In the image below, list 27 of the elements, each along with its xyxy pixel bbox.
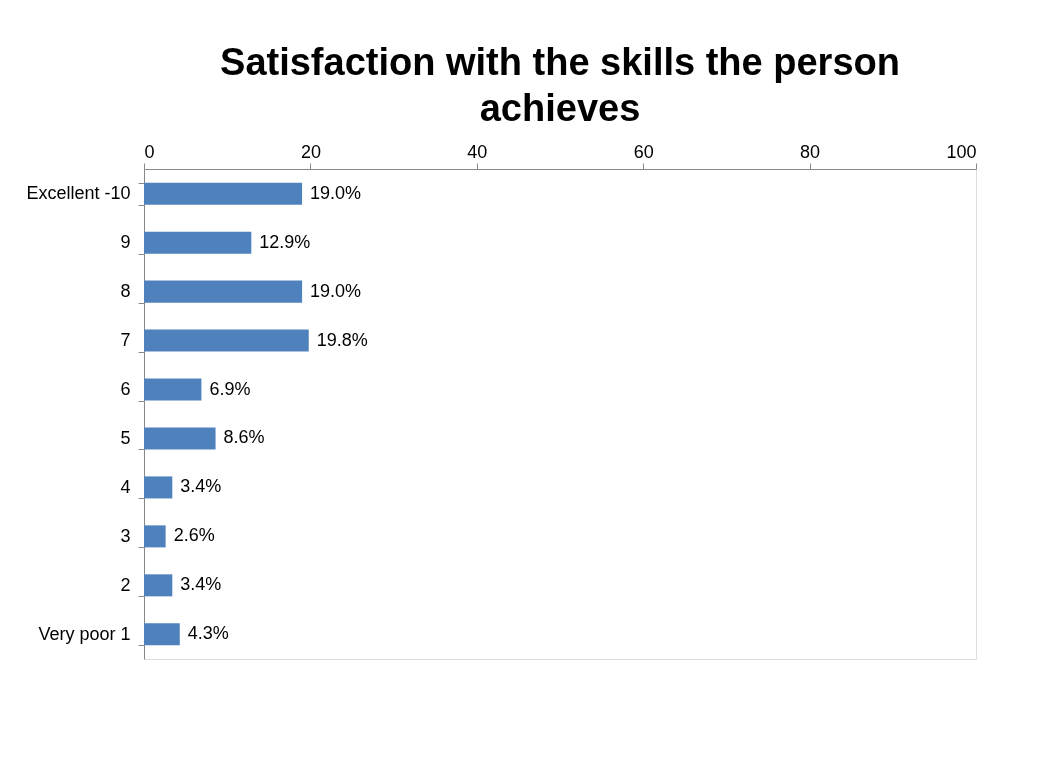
data-label: 6.9% bbox=[209, 378, 251, 399]
x-tick-label: 20 bbox=[300, 141, 321, 162]
y-tick-label: 5 bbox=[120, 427, 131, 448]
y-tick-label: 4 bbox=[120, 476, 131, 497]
x-tick-label: 60 bbox=[633, 141, 654, 162]
x-tick-label: 100 bbox=[946, 141, 977, 162]
y-tick-label: Excellent -10 bbox=[26, 183, 131, 204]
y-tick-label: 8 bbox=[120, 281, 131, 302]
data-label: 2.6% bbox=[173, 525, 215, 546]
y-tick-label: 9 bbox=[120, 232, 131, 253]
data-label: 19.0% bbox=[310, 280, 362, 301]
x-tick-label: 0 bbox=[144, 141, 155, 162]
data-label: 3.4% bbox=[180, 574, 222, 595]
data-label: 4.3% bbox=[187, 623, 229, 644]
y-tick-label: 6 bbox=[120, 379, 131, 400]
data-label: 19.8% bbox=[316, 329, 368, 350]
data-label: 8.6% bbox=[223, 427, 265, 448]
data-label: 12.9% bbox=[259, 231, 311, 252]
y-tick-label: Very poor 1 bbox=[38, 623, 131, 644]
y-tick-label: 3 bbox=[120, 525, 131, 546]
data-label: 3.4% bbox=[180, 476, 222, 497]
y-tick-label: 7 bbox=[120, 330, 131, 351]
y-tick-label: 2 bbox=[120, 574, 131, 595]
x-tick-label: 80 bbox=[800, 141, 821, 162]
data-label: 19.0% bbox=[310, 182, 362, 203]
x-tick-label: 40 bbox=[467, 141, 488, 162]
chart-title: Satisfaction with the skills the person achieves bbox=[220, 41, 900, 129]
